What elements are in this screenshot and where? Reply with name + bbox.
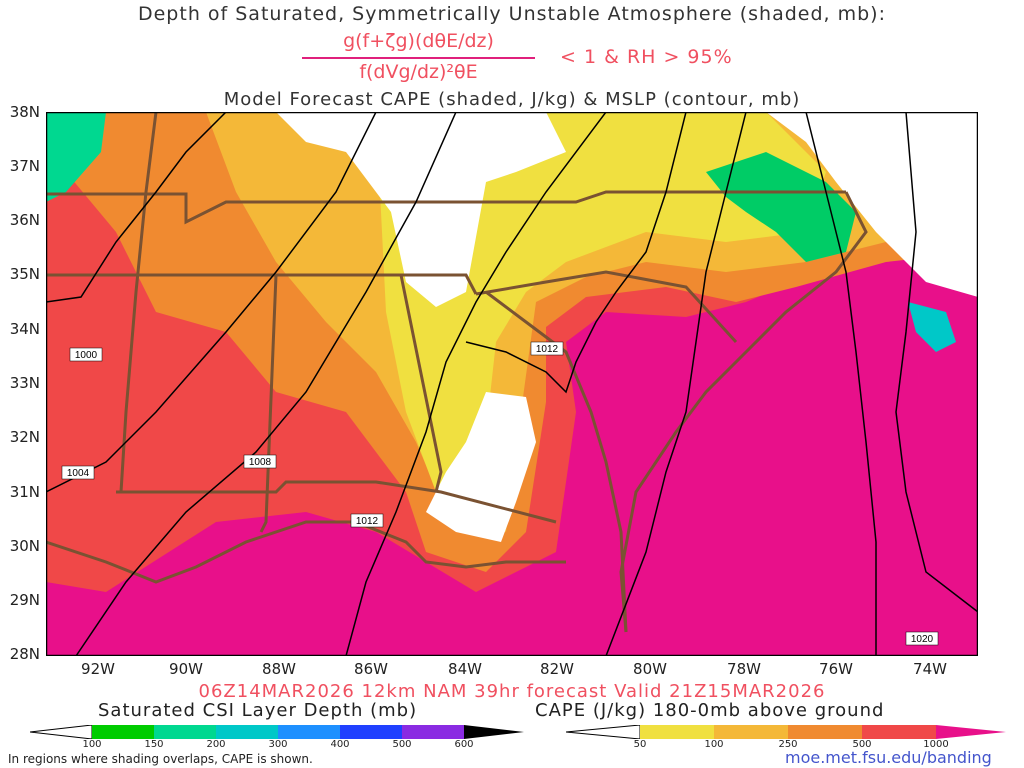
cape-swatch xyxy=(862,725,936,739)
no-cape-region-northeast xyxy=(766,112,978,297)
csi-swatch xyxy=(402,725,464,739)
no-cape-region-north xyxy=(276,112,566,307)
cape-tick: 1000 xyxy=(923,739,949,750)
lat-label: 33N xyxy=(9,374,40,392)
cape-colorbar xyxy=(566,725,1006,739)
lon-label: 92W xyxy=(81,660,115,678)
cape-swatch xyxy=(640,725,714,739)
isobar-label: 1012 xyxy=(356,516,379,527)
csi-swatch xyxy=(464,725,524,739)
isobar-label: 1008 xyxy=(249,457,272,468)
cape-tick: 50 xyxy=(633,739,647,750)
cape-shading-50 xyxy=(376,112,826,522)
cape-tick: 500 xyxy=(852,739,872,750)
title-line-1: Depth of Saturated, Symmetrically Unstab… xyxy=(137,3,886,25)
csi-legend-title: Saturated CSI Layer Depth (mb) xyxy=(98,700,418,721)
lon-label: 74W xyxy=(913,660,947,678)
forecast-valid-line: 06Z14MAR2026 12km NAM 39hr forecast Vali… xyxy=(198,681,826,702)
csi-colorbar xyxy=(30,725,524,739)
cape-tick: 250 xyxy=(778,739,798,750)
lat-label: 36N xyxy=(9,211,40,229)
isobar-label: 1000 xyxy=(75,350,98,361)
lat-label: 30N xyxy=(9,537,40,555)
csi-tick: 400 xyxy=(330,739,350,750)
lat-label: 37N xyxy=(9,157,40,175)
formula-numerator: g(f+ζg)(dθE/dz) xyxy=(343,30,494,52)
csi-tick: 150 xyxy=(144,739,164,750)
lon-label: 82W xyxy=(540,660,574,678)
state-borders xyxy=(46,112,868,633)
isobar-labels: 1000 1004 1008 1012 1012 1020 xyxy=(61,341,939,646)
lat-label: 34N xyxy=(9,320,40,338)
csi-tick: 500 xyxy=(392,739,412,750)
lon-label: 90W xyxy=(169,660,203,678)
lon-label: 76W xyxy=(819,660,853,678)
formula-denominator: f(dVg/dz)²θE xyxy=(359,61,478,83)
formula-condition: < 1 & RH > 95% xyxy=(560,46,733,68)
csi-swatch xyxy=(340,725,402,739)
formula-fraction-bar xyxy=(302,57,535,59)
forecast-map: 1000 1004 1008 1012 1012 1020 xyxy=(46,112,978,656)
lat-label: 31N xyxy=(9,483,40,501)
cape-legend-title: CAPE (J/kg) 180-0mb above ground xyxy=(535,700,885,721)
lat-label: 28N xyxy=(9,645,40,663)
isobar-label: 1004 xyxy=(67,468,90,479)
csi-shading-region xyxy=(706,152,856,262)
lon-label: 86W xyxy=(354,660,388,678)
no-cape-region-georgia xyxy=(426,392,536,542)
lon-label: 88W xyxy=(262,660,296,678)
cape-swatch xyxy=(936,725,1006,739)
lon-label: 78W xyxy=(727,660,761,678)
isobar-contours xyxy=(46,112,978,656)
csi-swatch xyxy=(278,725,340,739)
csi-swatch xyxy=(216,725,278,739)
csi-shading-region xyxy=(908,302,956,352)
csi-swatch xyxy=(154,725,216,739)
lat-label: 29N xyxy=(9,591,40,609)
lat-label: 35N xyxy=(9,265,40,283)
map-frame xyxy=(46,112,978,656)
footer-note: In regions where shading overlaps, CAPE … xyxy=(8,752,313,766)
cape-tick: 100 xyxy=(704,739,724,750)
lat-label: 32N xyxy=(9,428,40,446)
lon-label: 80W xyxy=(633,660,667,678)
cape-swatch xyxy=(714,725,788,739)
csi-tick: 200 xyxy=(206,739,226,750)
title-line-3: Model Forecast CAPE (shaded, J/kg) & MSL… xyxy=(223,89,801,110)
csi-tick: 600 xyxy=(454,739,474,750)
footer-url-link[interactable]: moe.met.fsu.edu/banding xyxy=(785,748,992,767)
csi-swatch xyxy=(92,725,154,739)
csi-shading-region xyxy=(46,112,106,202)
isobar-label: 1012 xyxy=(536,344,559,355)
cape-swatch xyxy=(788,725,862,739)
csi-tick: 300 xyxy=(268,739,288,750)
lon-label: 84W xyxy=(448,660,482,678)
isobar-label: 1020 xyxy=(911,634,934,645)
lat-label: 38N xyxy=(9,103,40,121)
csi-tick: 100 xyxy=(82,739,102,750)
